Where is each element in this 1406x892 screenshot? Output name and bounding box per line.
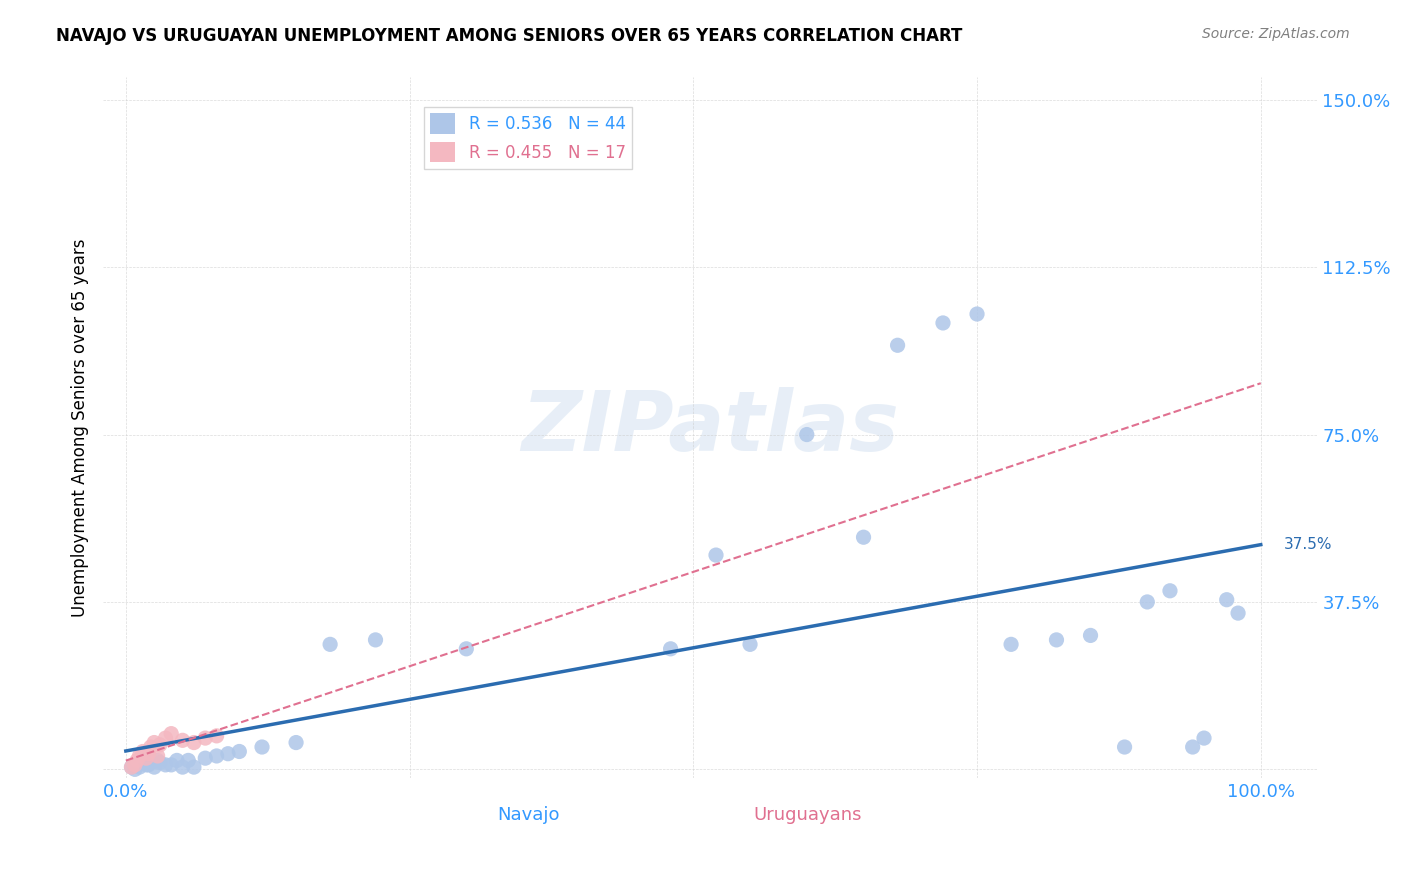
- Point: [852, 530, 875, 544]
- Point: [1215, 592, 1237, 607]
- Text: ZIPatlas: ZIPatlas: [522, 387, 900, 468]
- Point: [128, 748, 150, 763]
- Point: [1192, 731, 1215, 745]
- Point: [183, 760, 205, 774]
- Point: [1114, 739, 1136, 754]
- Point: [1080, 628, 1102, 642]
- Text: NAVAJO VS URUGUAYAN UNEMPLOYMENT AMONG SENIORS OVER 65 YEARS CORRELATION CHART: NAVAJO VS URUGUAYAN UNEMPLOYMENT AMONG S…: [56, 27, 963, 45]
- Point: [364, 632, 387, 647]
- Point: [138, 747, 160, 761]
- Point: [704, 548, 727, 562]
- Point: [139, 739, 162, 754]
- Point: [177, 753, 200, 767]
- Point: [659, 641, 682, 656]
- Point: [146, 753, 169, 767]
- Point: [139, 756, 162, 770]
- Text: Source: ZipAtlas.com: Source: ZipAtlas.com: [1202, 27, 1350, 41]
- Point: [149, 756, 172, 770]
- Point: [217, 747, 239, 761]
- Point: [135, 751, 157, 765]
- Point: [738, 637, 761, 651]
- Point: [132, 753, 155, 767]
- Point: [194, 751, 217, 765]
- Point: [135, 757, 157, 772]
- Point: [285, 735, 308, 749]
- Point: [149, 738, 172, 752]
- Point: [228, 744, 250, 758]
- Point: [124, 757, 146, 772]
- Point: [155, 731, 177, 745]
- Point: [143, 735, 166, 749]
- Point: [1181, 739, 1204, 754]
- Point: [128, 760, 150, 774]
- Point: [1136, 595, 1159, 609]
- Legend: R = 0.536   N = 44, R = 0.455   N = 17: R = 0.536 N = 44, R = 0.455 N = 17: [423, 107, 633, 169]
- Point: [155, 757, 177, 772]
- Point: [886, 338, 908, 352]
- Point: [319, 637, 342, 651]
- Point: [1000, 637, 1022, 651]
- Point: [1045, 632, 1067, 647]
- Point: [124, 762, 146, 776]
- Point: [194, 731, 217, 745]
- Point: [160, 757, 183, 772]
- Point: [121, 760, 143, 774]
- Point: [183, 735, 205, 749]
- Point: [121, 760, 143, 774]
- Text: Uruguayans: Uruguayans: [754, 806, 862, 824]
- Point: [250, 739, 273, 754]
- Text: 37.5%: 37.5%: [1284, 537, 1331, 552]
- Text: Navajo: Navajo: [496, 806, 560, 824]
- Point: [146, 748, 169, 763]
- Point: [127, 753, 149, 767]
- Point: [172, 733, 194, 747]
- Point: [132, 744, 155, 758]
- Point: [966, 307, 988, 321]
- Point: [456, 641, 478, 656]
- Point: [1159, 583, 1181, 598]
- Point: [166, 753, 188, 767]
- Point: [796, 427, 818, 442]
- Point: [143, 760, 166, 774]
- Point: [205, 729, 228, 743]
- Point: [172, 760, 194, 774]
- Point: [138, 757, 160, 772]
- Point: [932, 316, 955, 330]
- Y-axis label: Unemployment Among Seniors over 65 years: Unemployment Among Seniors over 65 years: [72, 238, 89, 617]
- Point: [205, 748, 228, 763]
- Point: [160, 726, 183, 740]
- Point: [127, 757, 149, 772]
- Point: [1227, 606, 1250, 620]
